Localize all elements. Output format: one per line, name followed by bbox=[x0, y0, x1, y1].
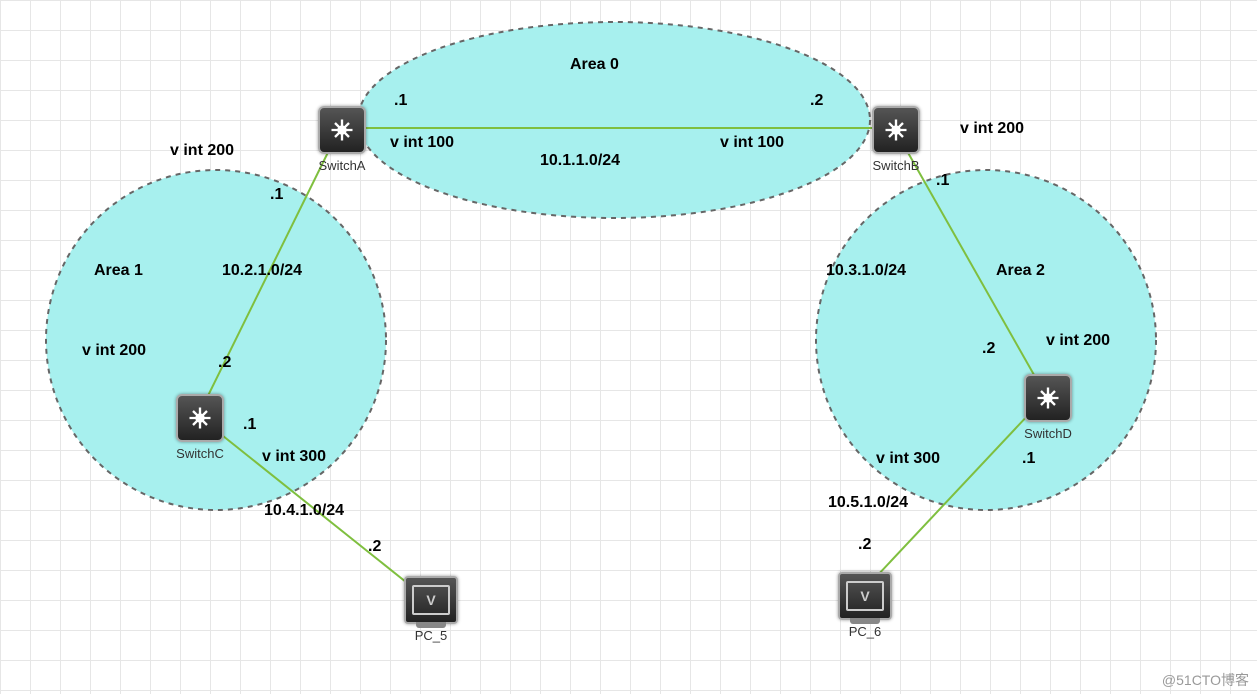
area1-label: Area 1 bbox=[94, 262, 143, 280]
sc-ip1: .1 bbox=[243, 416, 256, 434]
pc-5[interactable]: V PC_5 bbox=[404, 576, 458, 643]
switch-b-label: SwitchB bbox=[872, 158, 920, 173]
sb-ip2: .2 bbox=[810, 92, 823, 110]
sb-vint200: v int 200 bbox=[960, 120, 1024, 138]
sc-vint200: v int 200 bbox=[82, 342, 146, 360]
pc5-ip2: .2 bbox=[368, 538, 381, 556]
pc-icon: V bbox=[404, 576, 458, 624]
sd-ip1: .1 bbox=[1022, 450, 1035, 468]
switch-c-label: SwitchC bbox=[176, 446, 224, 461]
sc-vint300: v int 300 bbox=[262, 448, 326, 466]
sd-vint200: v int 200 bbox=[1046, 332, 1110, 350]
sd-vint300: v int 300 bbox=[876, 450, 940, 468]
net-d6: 10.5.1.0/24 bbox=[828, 494, 908, 512]
net-ab: 10.1.1.0/24 bbox=[540, 152, 620, 170]
pc6-ip2: .2 bbox=[858, 536, 871, 554]
pc-icon: V bbox=[838, 572, 892, 620]
sb-ip1: .1 bbox=[936, 172, 949, 190]
net-c5: 10.4.1.0/24 bbox=[264, 502, 344, 520]
area0-label: Area 0 bbox=[570, 56, 619, 74]
switch-b[interactable]: SwitchB bbox=[872, 106, 920, 173]
sa-ip1: .1 bbox=[270, 186, 283, 204]
switch-a-label: SwitchA bbox=[318, 158, 366, 173]
net-bd: 10.3.1.0/24 bbox=[826, 262, 906, 280]
sa-vint100: v int 100 bbox=[390, 134, 454, 152]
pc-6[interactable]: V PC_6 bbox=[838, 572, 892, 639]
watermark: @51CTO博客 bbox=[1162, 670, 1249, 690]
sa-ip1b: .1 bbox=[394, 92, 407, 110]
sb-vint100: v int 100 bbox=[720, 134, 784, 152]
sa-vint200: v int 200 bbox=[170, 142, 234, 160]
net-ac: 10.2.1.0/24 bbox=[222, 262, 302, 280]
switch-icon bbox=[176, 394, 224, 442]
switch-d-label: SwitchD bbox=[1024, 426, 1072, 441]
area2-label: Area 2 bbox=[996, 262, 1045, 280]
pc-6-label: PC_6 bbox=[838, 624, 892, 639]
pc-5-label: PC_5 bbox=[404, 628, 458, 643]
switch-a[interactable]: SwitchA bbox=[318, 106, 366, 173]
sd-ip2: .2 bbox=[982, 340, 995, 358]
switch-icon bbox=[318, 106, 366, 154]
sc-ip2: .2 bbox=[218, 354, 231, 372]
switch-d[interactable]: SwitchD bbox=[1024, 374, 1072, 441]
switch-icon bbox=[1024, 374, 1072, 422]
switch-c[interactable]: SwitchC bbox=[176, 394, 224, 461]
switch-icon bbox=[872, 106, 920, 154]
